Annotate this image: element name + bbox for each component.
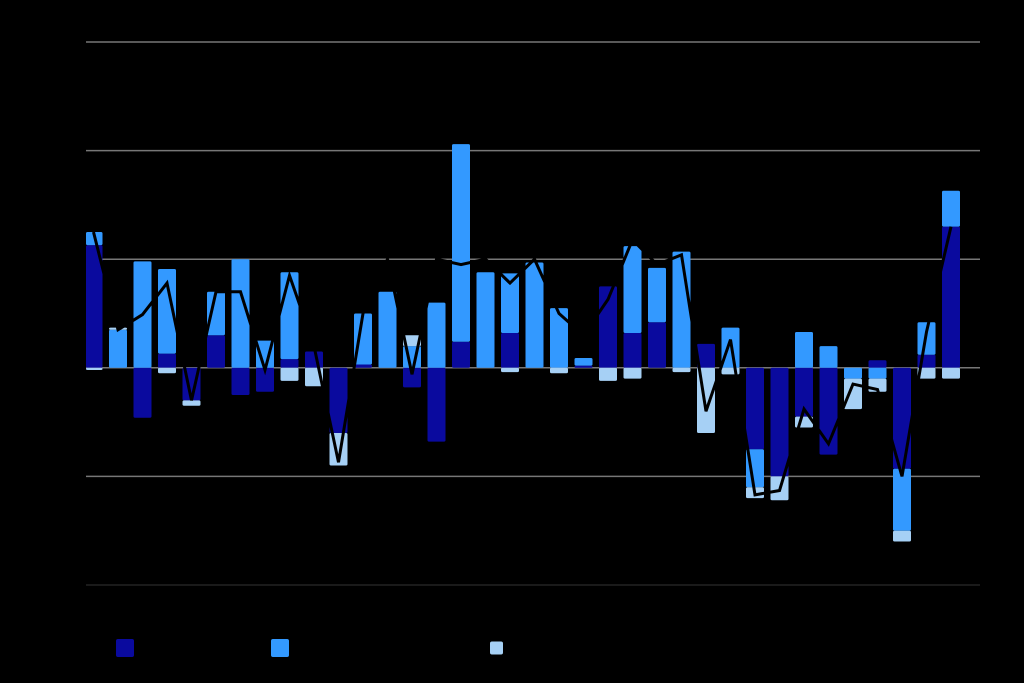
- bar-segment: [819, 346, 838, 368]
- bar-segment: [672, 251, 691, 368]
- bar-segment: [109, 329, 127, 368]
- bar-segment: [623, 246, 642, 334]
- bar-segment: [574, 358, 593, 366]
- bar-segment: [868, 367, 887, 379]
- bar-segment: [623, 333, 642, 368]
- bar-segment: [182, 400, 201, 406]
- bar-segment: [427, 302, 446, 368]
- bar-segment: [133, 367, 152, 418]
- bar-segment: [623, 367, 642, 379]
- bar-segment: [158, 353, 176, 368]
- legend-swatch: [490, 641, 503, 655]
- bar-segment: [378, 291, 397, 368]
- legend-swatch: [271, 639, 289, 657]
- bar-segment: [525, 262, 544, 368]
- bar-segment: [256, 367, 274, 392]
- bar-segment: [501, 273, 519, 334]
- bar-segment: [476, 272, 495, 368]
- bar-segment: [697, 343, 715, 368]
- bar-segment: [844, 367, 862, 379]
- bar-segment: [942, 367, 960, 379]
- bar-segment: [452, 341, 470, 368]
- bar-segment: [403, 367, 421, 388]
- bar-segment: [231, 367, 250, 395]
- bar-segment: [574, 365, 593, 368]
- bar-segment: [501, 367, 519, 373]
- bar-segment: [942, 190, 960, 227]
- bar-segment: [354, 364, 372, 368]
- bar-segment: [280, 272, 299, 360]
- bar-segment: [672, 367, 691, 373]
- bar-segment: [207, 335, 225, 368]
- bar-segment: [550, 367, 568, 374]
- bar-segment: [86, 367, 103, 370]
- line-series: [92, 226, 953, 497]
- bar-segment: [942, 226, 960, 368]
- bar-segment: [795, 367, 813, 417]
- bar-segment: [427, 367, 446, 442]
- bar-segment: [770, 367, 789, 477]
- bar-segment: [207, 291, 225, 336]
- bar-segment: [893, 468, 911, 531]
- bar-segment: [868, 360, 887, 368]
- bar-segment: [648, 267, 666, 323]
- bar-segment: [354, 313, 372, 365]
- bar-segment: [917, 367, 936, 379]
- bar-segment: [280, 359, 299, 368]
- legend-swatch: [116, 639, 134, 657]
- bar-segment: [403, 335, 421, 347]
- bar-segment: [280, 367, 299, 381]
- bar-segment: [501, 333, 519, 368]
- bar-segment: [648, 322, 666, 368]
- bar-segment: [305, 351, 323, 368]
- bar-segment: [746, 367, 764, 450]
- bar-segment: [599, 367, 617, 381]
- bar-segment: [329, 367, 348, 433]
- bar-segment: [86, 245, 103, 368]
- bar-segment: [452, 144, 470, 342]
- bar-segment: [550, 308, 568, 368]
- bar-segment: [158, 367, 176, 374]
- bar-segment: [795, 331, 813, 368]
- bar-segment: [893, 530, 911, 542]
- bar-segment: [231, 259, 250, 368]
